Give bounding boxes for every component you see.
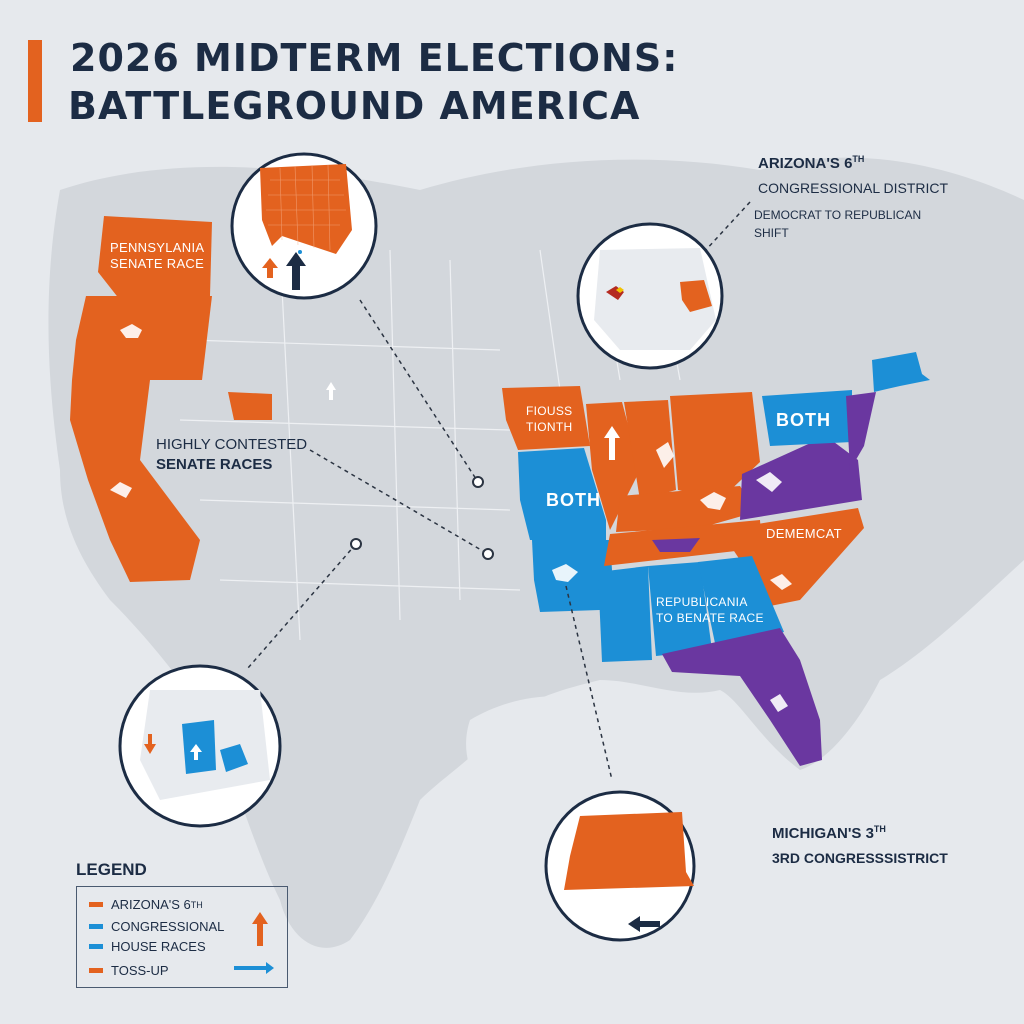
state-virginia [740,436,862,520]
label-republicania: REPUBLICANIA TO BENATE RACE [656,595,764,625]
label-pennsylvania-senate: PENNSYLANIA SENATE RACE [110,240,205,271]
state-nj-md [846,392,876,470]
right-arrow-icon [234,962,274,974]
inset-pennsylvania-detail [544,790,696,942]
state-pennsylvania [762,390,852,446]
inset-texas-detail [230,152,378,300]
state-tn-marker [652,538,700,552]
legend-item: ARIZONA'S 6 TH [89,897,203,912]
legend-title: LEGEND [76,860,147,879]
callout-contested-line-2: SENATE RACES [156,456,273,473]
callout-arizona-note-1: DEMOCRAT TO REPUBLICAN [754,208,922,222]
legend-swatch-orange [89,968,103,973]
map-up-arrows [326,382,620,460]
legend-item: CONGRESSIONAL [89,919,224,934]
leader-dots [350,476,494,560]
state-ohio [670,392,760,500]
leader-lines [247,201,751,781]
state-washington [98,216,212,300]
map-title-line-1: 2026 MIDTERM ELECTIONS: [70,36,679,80]
state-illinois [586,402,640,530]
callout-arizona-title: ARIZONA'S 6TH [758,154,865,172]
state-idaho-patch [228,392,272,420]
legend-item: HOUSE RACES [89,939,206,954]
state-new-england [872,352,930,392]
state-florida [662,628,822,766]
callout-arizona-subtitle: CONGRESSIONAL DISTRICT [758,180,949,196]
callout-arizona-note-2: SHIFT [754,226,789,240]
legend-swatch-blue [89,924,103,929]
title-accent-bar [28,40,42,122]
callout-contested-line-1: HIGHLY CONTESTED [156,436,308,453]
up-arrow-icon [252,912,268,946]
label-fiouss: FIOUSS TIONTH [526,404,573,434]
city-markers [110,324,792,712]
legend-swatch-blue [89,944,103,949]
inset-midwest-detail [118,664,282,828]
state-alabama [648,562,712,656]
inset-arizona-detail [576,222,724,370]
state-california [70,380,200,582]
legend-item: TOSS-UP [89,963,169,978]
label-demecat: DEMEMCAT [766,526,842,541]
callout-michigan-line-1: MICHIGAN'S 3TH [772,824,886,842]
state-georgia [698,556,784,648]
legend-swatch-orange [89,902,103,907]
state-missouri [518,448,606,540]
state-oregon [72,296,212,380]
label-both-northeast: BOTH [776,410,831,430]
state-indiana [624,400,676,500]
map-title-line-2: BATTLEGROUND AMERICA [68,84,641,128]
label-both-midwest: BOTH [546,490,601,510]
legend-box: ARIZONA'S 6 TH CONGRESSIONAL HOUSE RACES … [76,886,288,988]
callout-michigan-line-2: 3RD CONGRESSSISTRICT [772,850,948,866]
state-iowa [502,386,590,450]
state-mississippi [598,566,652,662]
